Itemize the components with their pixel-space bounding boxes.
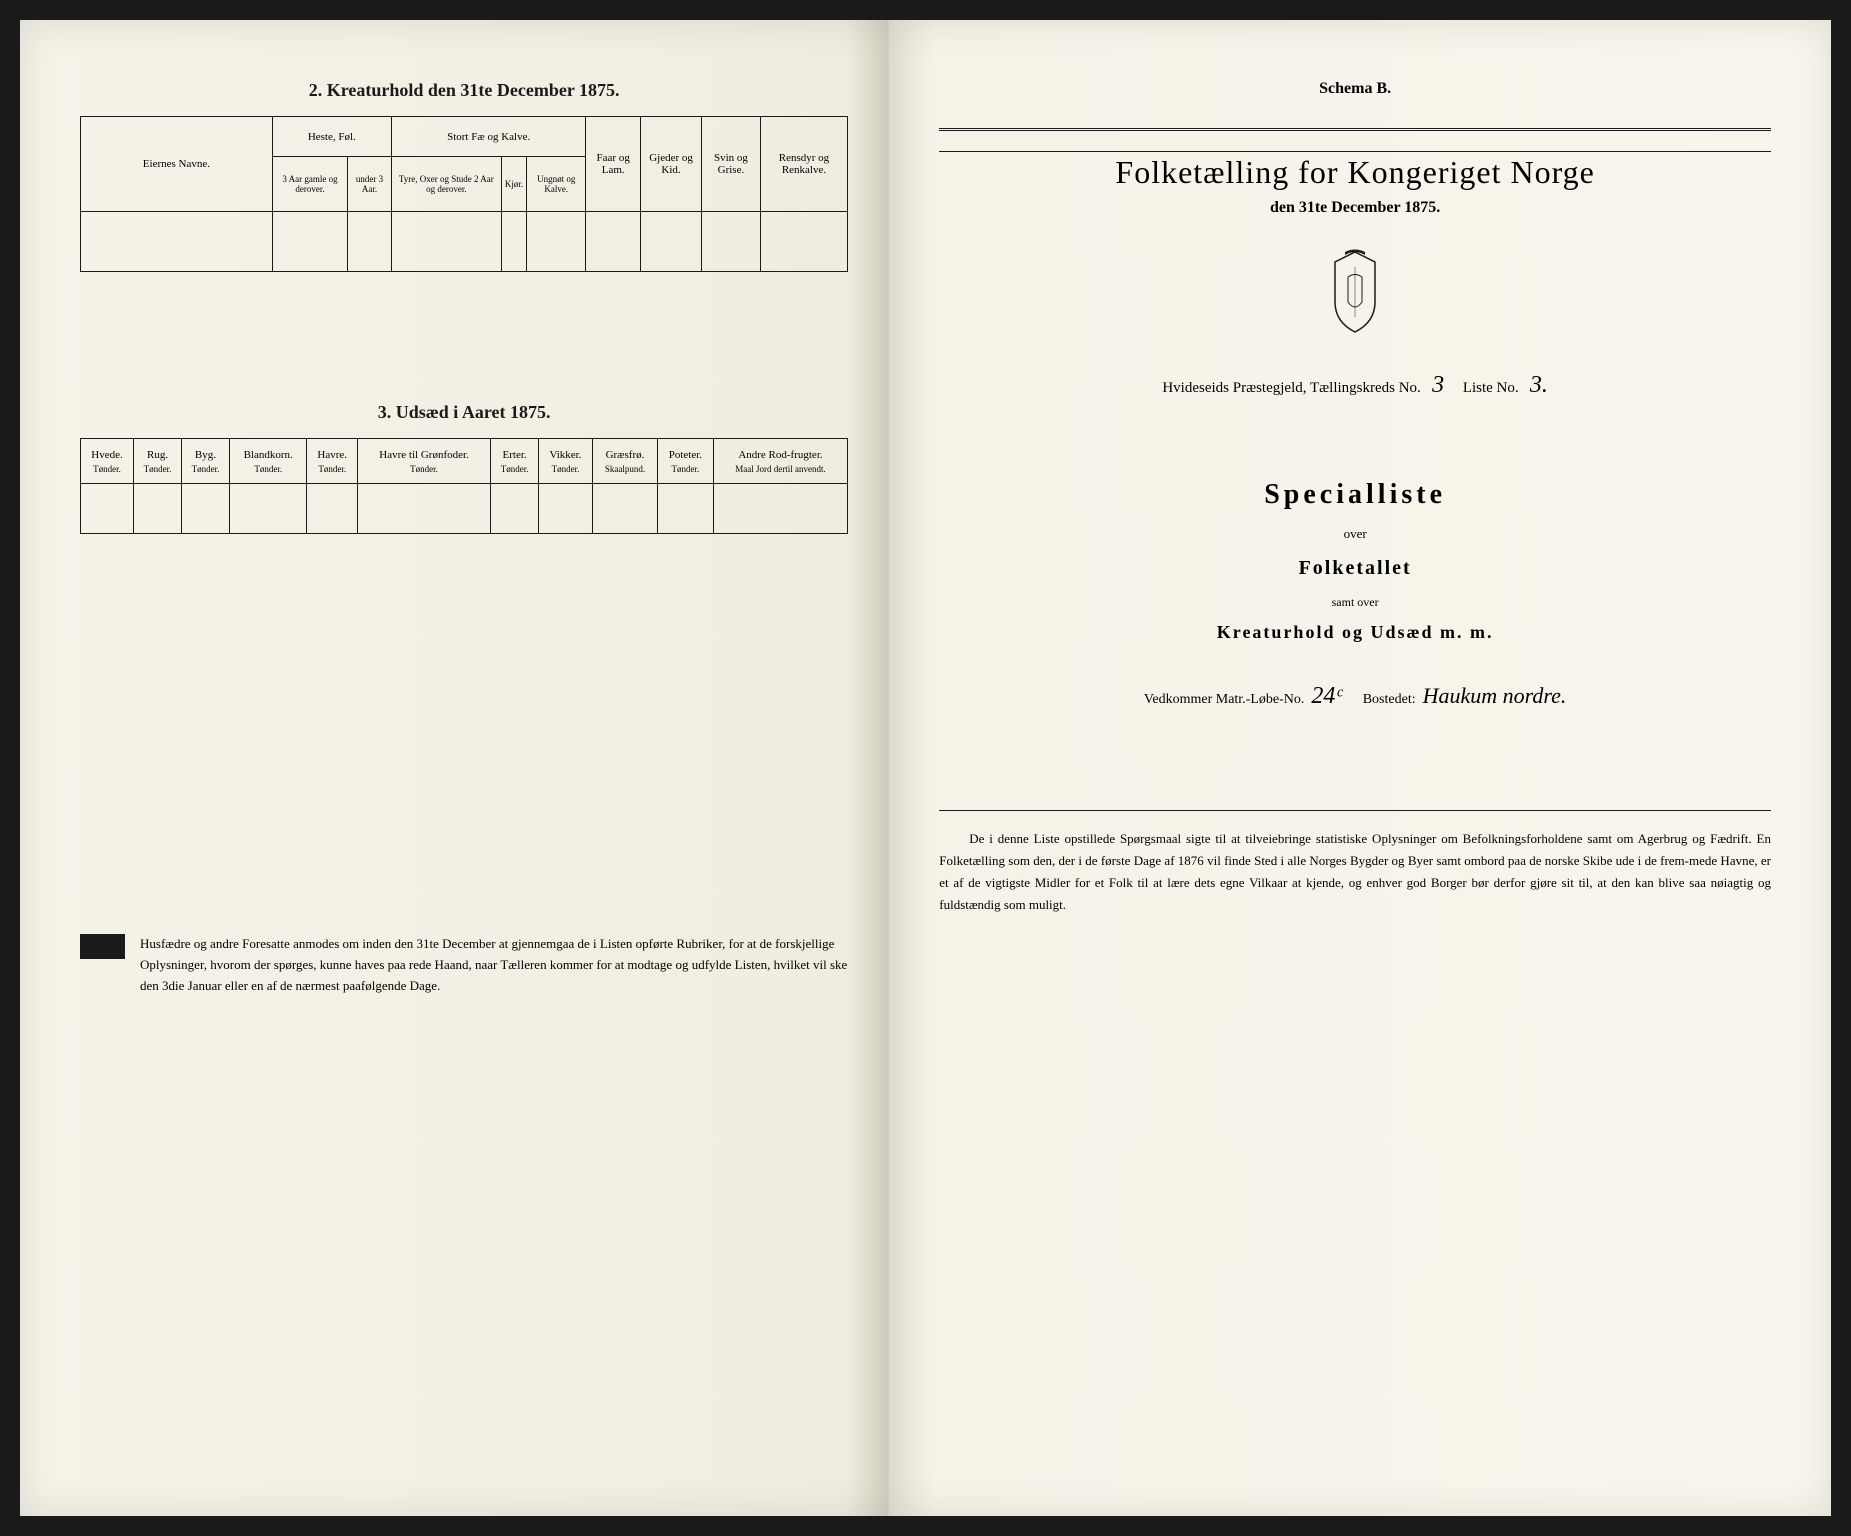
table-row <box>81 212 848 272</box>
col-pigs: Svin og Grise. <box>702 117 761 212</box>
divider <box>939 810 1771 811</box>
matr-label: Vedkommer Matr.-Løbe-No. <box>1144 692 1305 707</box>
col-grass-seed: Græsfrø.Skaalpund. <box>592 439 657 484</box>
seed-table: Hvede.Tønder. Rug.Tønder. Byg.Tønder. Bl… <box>80 438 848 534</box>
document-spread: 2. Kreaturhold den 31te December 1875. E… <box>20 20 1831 1516</box>
table-row <box>81 484 848 534</box>
table-header-row: Eiernes Navne. Heste, Føl. Stort Fæ og K… <box>81 117 848 157</box>
col-wheat: Hvede.Tønder. <box>81 439 134 484</box>
col-owner: Eiernes Navne. <box>81 117 273 212</box>
col-horses-young: under 3 Aar. <box>348 157 392 212</box>
property-line: Vedkommer Matr.-Løbe-No. 24ᶜ Bostedet: H… <box>939 683 1771 710</box>
col-cattle: Stort Fæ og Kalve. <box>391 117 586 157</box>
kreaturhold-title: Kreaturhold og Udsæd m. m. <box>939 622 1771 643</box>
col-horses-old: 3 Aar gamle og derover. <box>272 157 347 212</box>
pointing-hand-icon <box>80 934 125 959</box>
district-prefix: Hvideseids Præstegjeld, Tællingskreds No… <box>1162 380 1420 396</box>
col-mixed: Blandkorn.Tønder. <box>229 439 307 484</box>
left-footer-note: Husfædre og andre Foresatte anmodes om i… <box>80 934 848 996</box>
divider <box>939 128 1771 131</box>
footer-text: Husfædre og andre Foresatte anmodes om i… <box>140 936 847 993</box>
liste-label: Liste No. <box>1463 380 1519 396</box>
left-page: 2. Kreaturhold den 31te December 1875. E… <box>20 20 889 1516</box>
section2-title: 2. Kreaturhold den 31te December 1875. <box>80 80 848 101</box>
col-peas: Erter.Tønder. <box>491 439 539 484</box>
col-cattle-cows: Kjør. <box>501 157 526 212</box>
col-cattle-young: Ungnøt og Kalve. <box>527 157 586 212</box>
bosted-name: Haukum nordre. <box>1423 683 1567 708</box>
liste-number: 3. <box>1530 372 1548 398</box>
samt-over-label: samt over <box>939 595 1771 610</box>
table-header-row: Hvede.Tønder. Rug.Tønder. Byg.Tønder. Bl… <box>81 439 848 484</box>
over-label: over <box>939 526 1771 542</box>
col-barley: Byg.Tønder. <box>182 439 230 484</box>
col-root-crops: Andre Rod-frugter.Maal Jord dertil anven… <box>713 439 848 484</box>
specialliste-title: Specialliste <box>939 479 1771 511</box>
col-rye: Rug.Tønder. <box>134 439 182 484</box>
col-oats-fodder: Havre til Grønfoder.Tønder. <box>357 439 490 484</box>
norway-coat-of-arms <box>939 247 1771 342</box>
livestock-table: Eiernes Navne. Heste, Føl. Stort Fæ og K… <box>80 116 848 272</box>
district-number: 3 <box>1432 372 1444 398</box>
census-date: den 31te December 1875. <box>939 199 1771 217</box>
col-cattle-bulls: Tyre, Oxer og Stude 2 Aar og derover. <box>391 157 501 212</box>
col-potatoes: Poteter.Tønder. <box>658 439 714 484</box>
col-horses: Heste, Føl. <box>272 117 391 157</box>
bottom-paragraph: De i denne Liste opstillede Spørgsmaal s… <box>939 828 1771 916</box>
district-line: Hvideseids Præstegjeld, Tællingskreds No… <box>939 372 1771 399</box>
bosted-label: Bostedet: <box>1363 692 1416 707</box>
schema-label: Schema B. <box>939 80 1771 98</box>
main-title: Folketælling for Kongeriget Norge <box>939 154 1771 191</box>
col-oats: Havre.Tønder. <box>307 439 358 484</box>
folketallet-title: Folketallet <box>939 557 1771 580</box>
col-sheep: Faar og Lam. <box>586 117 640 212</box>
divider <box>939 151 1771 152</box>
right-page: Schema B. Folketælling for Kongeriget No… <box>889 20 1831 1516</box>
col-vetches: Vikker.Tønder. <box>539 439 593 484</box>
col-reindeer: Rensdyr og Renkalve. <box>760 117 848 212</box>
col-goats: Gjeder og Kid. <box>640 117 701 212</box>
matr-number: 24ᶜ <box>1311 683 1341 709</box>
section3-title: 3. Udsæd i Aaret 1875. <box>80 402 848 423</box>
